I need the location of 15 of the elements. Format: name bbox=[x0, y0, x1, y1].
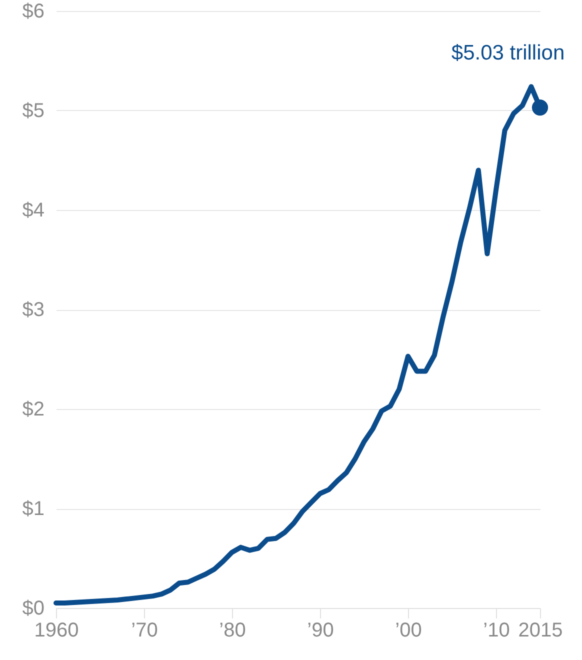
annotation: $5.03 trillion bbox=[451, 42, 565, 65]
x-tick-label: ’10 bbox=[483, 620, 510, 642]
x-tick-label: ’00 bbox=[395, 620, 422, 642]
y-tick-label: $6 bbox=[22, 0, 44, 22]
y-tick-label: $0 bbox=[22, 598, 44, 620]
y-tick-label: $1 bbox=[22, 498, 44, 520]
x-tick-label: 2015 bbox=[518, 620, 563, 642]
y-tick-label: $2 bbox=[22, 398, 44, 420]
x-tick-label: 1960 bbox=[34, 620, 79, 642]
x-tick-label: ’80 bbox=[219, 620, 246, 642]
x-tick-label: ’90 bbox=[307, 620, 334, 642]
y-tick-label: $5 bbox=[22, 100, 44, 122]
x-tick-label: ’70 bbox=[131, 620, 158, 642]
y-tick-label: $4 bbox=[22, 200, 44, 222]
y-tick-label: $3 bbox=[22, 299, 44, 321]
